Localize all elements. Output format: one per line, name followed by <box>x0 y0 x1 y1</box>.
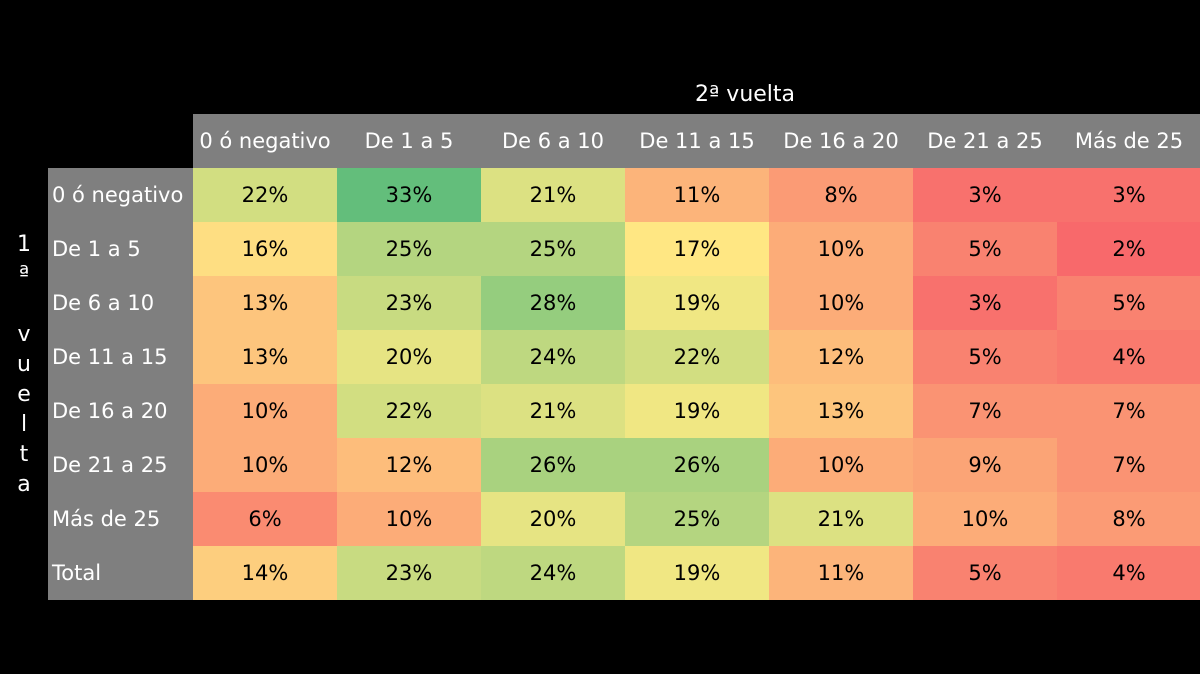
heatmap-cell: 5% <box>913 222 1057 276</box>
heatmap-cell: 7% <box>1057 384 1200 438</box>
row-header: De 21 a 25 <box>48 438 193 492</box>
heatmap-cell: 16% <box>193 222 337 276</box>
heatmap-cell: 11% <box>625 168 769 222</box>
heatmap-cell: 19% <box>625 276 769 330</box>
row-axis-title: 1 ª v u e l t a <box>17 232 31 497</box>
heatmap-cell: 21% <box>769 492 913 546</box>
heatmap-cell: 21% <box>481 168 625 222</box>
column-header: De 21 a 25 <box>913 114 1057 168</box>
heatmap-cell: 26% <box>625 438 769 492</box>
column-header: 0 ó negativo <box>193 114 337 168</box>
heatmap-cell: 22% <box>193 168 337 222</box>
heatmap-cell: 4% <box>1057 330 1200 384</box>
column-axis-title: 2ª vuelta <box>694 82 796 107</box>
heatmap-cell: 21% <box>481 384 625 438</box>
heatmap-cell: 22% <box>337 384 481 438</box>
row-header: Total <box>48 546 193 600</box>
column-header: De 11 a 15 <box>625 114 769 168</box>
heatmap-cell: 23% <box>337 546 481 600</box>
heatmap-cell: 14% <box>193 546 337 600</box>
heatmap-cell: 11% <box>769 546 913 600</box>
heatmap-cell: 28% <box>481 276 625 330</box>
heatmap-cell: 19% <box>625 546 769 600</box>
heatmap-cell: 12% <box>337 438 481 492</box>
heatmap-cell: 20% <box>481 492 625 546</box>
heatmap-cell: 10% <box>337 492 481 546</box>
heatmap-cell: 12% <box>769 330 913 384</box>
column-header: De 16 a 20 <box>769 114 913 168</box>
heatmap-cell: 10% <box>193 384 337 438</box>
column-header: De 6 a 10 <box>481 114 625 168</box>
heatmap-cell: 20% <box>337 330 481 384</box>
heatmap-cell: 2% <box>1057 222 1200 276</box>
column-header: De 1 a 5 <box>337 114 481 168</box>
heatmap-cell: 24% <box>481 330 625 384</box>
heatmap-cell: 19% <box>625 384 769 438</box>
heatmap-cell: 25% <box>337 222 481 276</box>
heatmap-cell: 4% <box>1057 546 1200 600</box>
row-header: De 1 a 5 <box>48 222 193 276</box>
heatmap-cell: 7% <box>1057 438 1200 492</box>
heatmap-cell: 13% <box>769 384 913 438</box>
heatmap-cell: 23% <box>337 276 481 330</box>
heatmap-cell: 17% <box>625 222 769 276</box>
heatmap-cell: 22% <box>625 330 769 384</box>
heatmap-cell: 9% <box>913 438 1057 492</box>
heatmap-cell: 10% <box>769 276 913 330</box>
row-header: De 6 a 10 <box>48 276 193 330</box>
heatmap-cell: 5% <box>913 546 1057 600</box>
heatmap-cell: 10% <box>769 222 913 276</box>
heatmap-cell: 10% <box>769 438 913 492</box>
row-header: Más de 25 <box>48 492 193 546</box>
heatmap-cell: 3% <box>1057 168 1200 222</box>
heatmap-cell: 7% <box>913 384 1057 438</box>
heatmap-cell: 3% <box>913 168 1057 222</box>
heatmap-cell: 8% <box>1057 492 1200 546</box>
heatmap-cell: 10% <box>193 438 337 492</box>
row-header: 0 ó negativo <box>48 168 193 222</box>
heatmap-cell: 13% <box>193 276 337 330</box>
heatmap-cell: 6% <box>193 492 337 546</box>
heatmap-cell: 33% <box>337 168 481 222</box>
heatmap-cell: 5% <box>1057 276 1200 330</box>
heatmap-cell: 3% <box>913 276 1057 330</box>
heatmap-cell: 25% <box>481 222 625 276</box>
heatmap-cell: 10% <box>913 492 1057 546</box>
column-header: Más de 25 <box>1057 114 1200 168</box>
heatmap-cell: 25% <box>625 492 769 546</box>
heatmap-cell: 8% <box>769 168 913 222</box>
heatmap-cell: 24% <box>481 546 625 600</box>
row-header: De 11 a 15 <box>48 330 193 384</box>
heatmap-cell: 5% <box>913 330 1057 384</box>
row-header: De 16 a 20 <box>48 384 193 438</box>
heatmap-cell: 13% <box>193 330 337 384</box>
heatmap-cell: 26% <box>481 438 625 492</box>
